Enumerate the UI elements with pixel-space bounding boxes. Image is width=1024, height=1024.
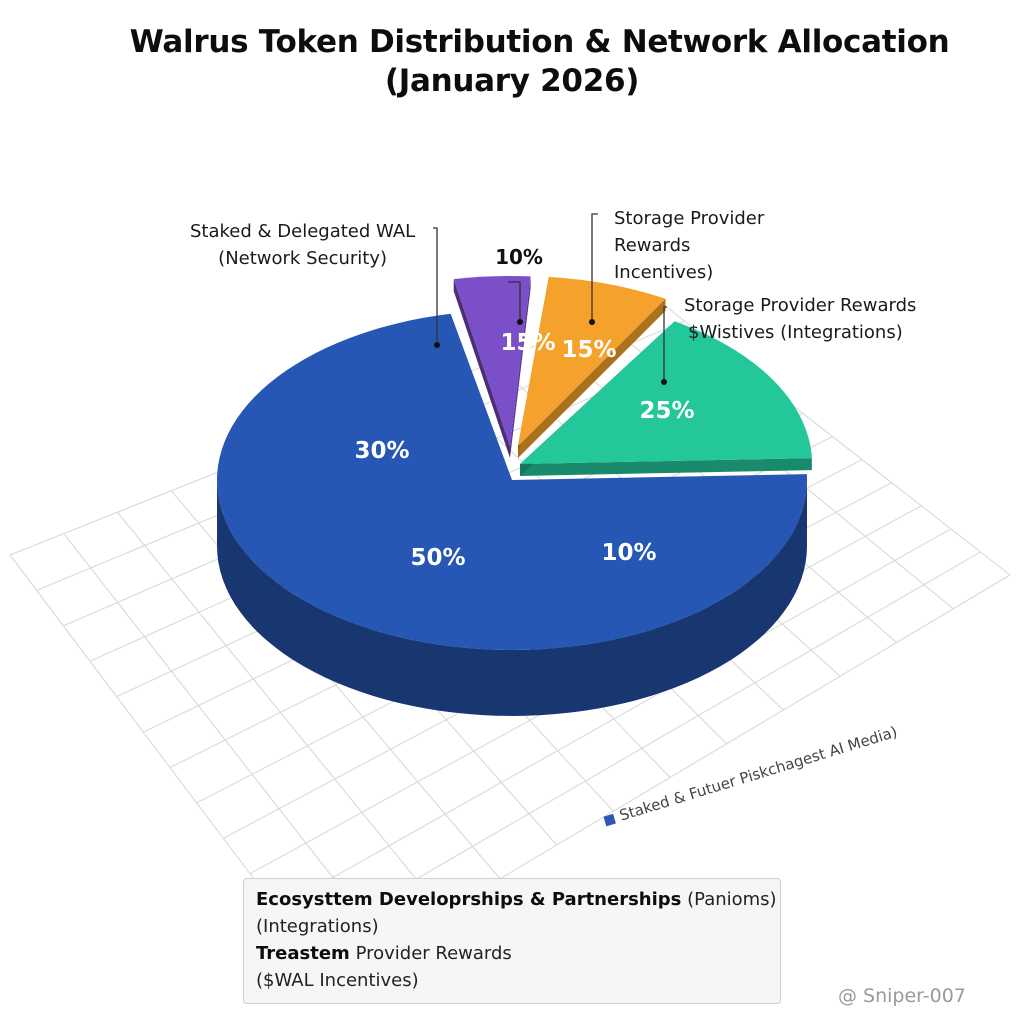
grid-line [276,528,952,910]
callout-storage-provider: Storage Provider Rewards Incentives) [614,205,764,286]
pie-wall-orange [518,298,666,458]
pie-slice-main [217,313,808,651]
pie-slice-orange [518,276,666,446]
callout-staked: Staked & Delegated WAL (Network Security… [190,218,415,272]
pie-wall-purple [453,279,510,458]
leader-line [591,213,598,322]
slice-label-orange: 15% [561,337,616,363]
leader-line [663,306,667,382]
chart-subtitle: (January 2026) [384,63,640,99]
legend-line-3: Treastem Provider Rewards [256,940,780,967]
pie-wall-purple [510,276,531,458]
callout-storage-line-3: Incentives) [614,262,714,283]
pie-wall-green [520,458,812,476]
pie-slices [217,276,812,716]
floating-label: 10% [495,245,543,269]
callout-staked-line-1: Staked & Delegated WAL [190,221,416,242]
legend-line-1-bold: Ecosysttem Developrships & Partnerships [256,889,682,910]
leader-dot [589,319,595,325]
leader-line [508,281,521,322]
leader-dot [661,379,667,385]
slice-label-purple: 15% [500,330,555,356]
legend-line-3-bold: Treastem [256,943,350,964]
callout-rewards-line-2: $Wistives (Integrations) [688,322,903,343]
pie-wall-main [217,480,807,716]
slice-label-main: 30% [354,438,409,464]
legend-line-3-rest: Provider Rewards [355,943,512,964]
legend-line-4: ($WAL Incentives) [256,970,419,991]
legend-swatch [603,813,616,827]
legend-line-1-rest: (Panioms) [687,889,777,910]
chart-title: Walrus Token Distribution & Network Allo… [129,24,950,60]
callout-storage-line-2: Rewards [614,235,691,256]
legend-box: Ecosysttem Developrships & Partnerships … [243,878,781,1004]
slice-labels: 30% 50% 10% 15% 15% 25% 10% [354,245,694,571]
leader-dot [434,342,440,348]
slice-label-green: 25% [639,398,694,424]
legend-line-1: Ecosysttem Developrships & Partnerships … [256,886,780,913]
callout-rewards-line-1: Storage Provider Rewards [684,295,917,316]
pie-slice-purple [453,276,531,446]
leader-line [433,227,438,345]
leader-lines [433,213,667,385]
callout-staked-line-2: (Network Security) [218,248,388,269]
callout-storage-rewards: Storage Provider Rewards $Wistives (Inte… [684,292,916,346]
slice-label-main: 10% [601,540,656,566]
callout-storage-line-1: Storage Provider [614,208,765,229]
watermark: @ Sniper-007 [838,985,966,1007]
pie-slice-green [520,321,812,464]
leader-dot [517,319,523,325]
legend-line-2: (Integrations) [256,916,379,937]
slice-label-main: 50% [410,545,465,571]
